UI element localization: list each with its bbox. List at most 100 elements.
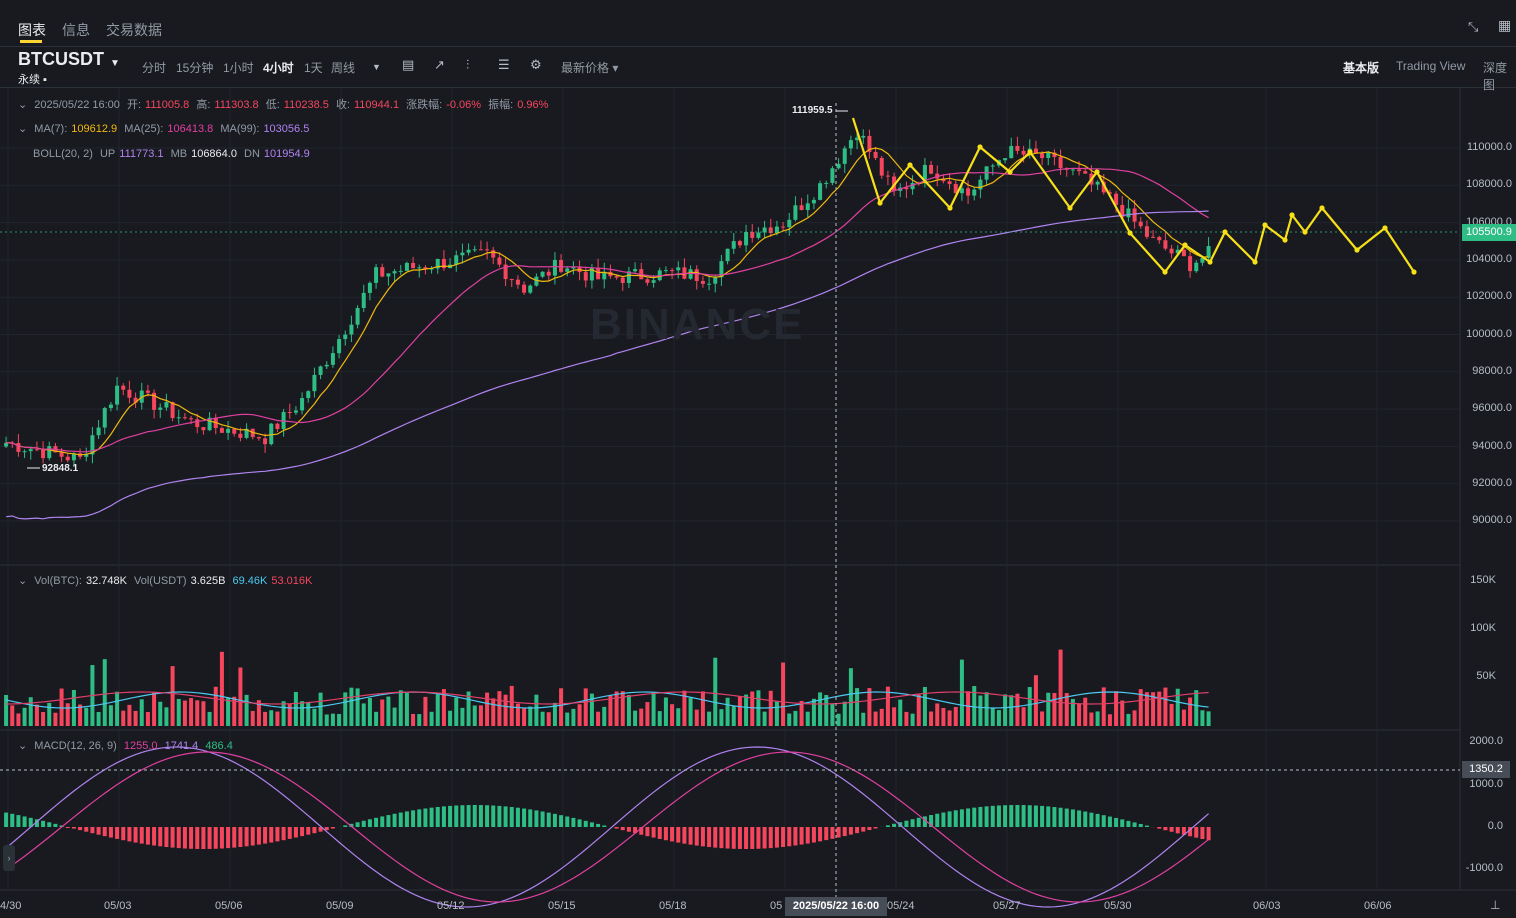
macd-histogram-bar xyxy=(1157,827,1162,829)
more-intervals-icon[interactable]: ▼ xyxy=(372,62,381,72)
candle-body xyxy=(1144,226,1149,237)
volume-bar xyxy=(503,694,508,726)
macd-histogram-bar xyxy=(115,827,120,839)
candle-body xyxy=(293,410,298,413)
view-tradingview[interactable]: Trading View xyxy=(1396,59,1466,73)
candle-style-icon[interactable]: ⫶ xyxy=(466,57,470,72)
volume-bar xyxy=(1046,692,1051,726)
view-basic[interactable]: 基本版 xyxy=(1343,61,1380,75)
time-axis-label: 06/03 xyxy=(1253,900,1281,912)
zigzag-arrowhead xyxy=(1282,237,1288,243)
volume-bar xyxy=(830,703,835,726)
volume-bar xyxy=(694,709,699,726)
tab-chart[interactable]: 图表 xyxy=(18,22,46,38)
volume-axis-label: 100K xyxy=(1470,622,1496,634)
interval-15m[interactable]: 15分钟 xyxy=(176,61,214,75)
candle-body xyxy=(133,397,138,403)
volume-bar xyxy=(953,707,958,726)
volume-bar xyxy=(781,662,786,726)
macd-histogram-bar xyxy=(1126,820,1131,827)
symbol-name[interactable]: BTCUSDT xyxy=(18,49,104,69)
macd-histogram-bar xyxy=(663,827,668,841)
macd-histogram-bar xyxy=(497,805,502,827)
tab-info[interactable]: 信息 xyxy=(62,22,90,38)
candle-body xyxy=(522,284,527,293)
macd-histogram-bar xyxy=(651,827,656,838)
volume-bar xyxy=(1052,692,1057,726)
interval-1h[interactable]: 1小时 xyxy=(223,61,254,75)
candle-body xyxy=(145,390,150,393)
candle-body xyxy=(768,227,773,234)
volume-bar xyxy=(59,688,64,726)
collapse-icon[interactable]: ⤡ xyxy=(1468,19,1479,34)
layout-icon[interactable]: ☰ xyxy=(498,57,510,72)
candle-body xyxy=(1058,157,1063,169)
volume-ma-line xyxy=(6,691,1209,705)
volume-bar xyxy=(608,695,613,726)
macd-histogram-bar xyxy=(454,805,459,827)
tab-trade-data[interactable]: 交易数据 xyxy=(106,22,162,38)
calendar-icon[interactable]: ▤ xyxy=(402,57,415,72)
volume-bar xyxy=(922,687,927,726)
macd-histogram-bar xyxy=(1052,807,1057,827)
price-axis-label: 92000.0 xyxy=(1472,477,1512,489)
candlestick-chart[interactable] xyxy=(0,88,1516,918)
scale-settings-icon[interactable]: ⊥ xyxy=(1490,898,1501,912)
symbol-dropdown-icon[interactable]: ▼ xyxy=(110,58,120,69)
volume-bar xyxy=(509,685,514,726)
macd-histogram-bar xyxy=(694,827,699,846)
macd-histogram-bar xyxy=(330,827,335,829)
volume-bar xyxy=(966,691,971,726)
candle-body xyxy=(195,419,200,428)
volume-bar xyxy=(404,692,409,726)
candle-body xyxy=(386,273,391,277)
interval-time[interactable]: 分时 xyxy=(142,61,167,75)
macd-histogram-bar xyxy=(189,827,194,849)
indicator-icon[interactable]: ↗ xyxy=(434,57,445,72)
interval-4h[interactable]: 4小时 xyxy=(263,61,294,75)
candle-body xyxy=(417,267,422,269)
macd-histogram-bar xyxy=(713,827,718,848)
expand-panel-icon[interactable]: › xyxy=(3,845,15,871)
time-axis-label: 05/15 xyxy=(548,900,576,912)
candle-body xyxy=(774,226,779,234)
interval-1w[interactable]: 周线 xyxy=(331,61,356,75)
price-axis-label: 90000.0 xyxy=(1472,514,1512,526)
candle-body xyxy=(423,267,428,270)
candle-body xyxy=(226,428,231,433)
candle-body xyxy=(1021,150,1026,155)
view-depth[interactable]: 深度图 xyxy=(1483,61,1508,92)
volume-bar xyxy=(361,703,366,726)
macd-histogram-bar xyxy=(478,805,483,827)
volume-bar xyxy=(1107,714,1112,726)
macd-histogram-bar xyxy=(528,809,533,827)
candle-body xyxy=(818,183,823,200)
macd-histogram-bar xyxy=(978,806,983,827)
volume-bar xyxy=(158,701,163,726)
candle-body xyxy=(910,182,915,190)
volume-bar xyxy=(207,711,212,726)
time-axis-label: 05/30 xyxy=(1104,900,1132,912)
candle-body xyxy=(929,164,934,174)
volume-bar xyxy=(935,703,940,726)
volume-bar xyxy=(972,686,977,726)
interval-1d[interactable]: 1天 xyxy=(304,61,323,75)
price-axis-label: 100000.0 xyxy=(1466,328,1512,340)
candle-body xyxy=(491,250,496,258)
volume-bar xyxy=(275,711,280,726)
candle-body xyxy=(528,285,533,293)
volume-bar xyxy=(842,701,847,726)
price-type-select[interactable]: 最新价格 ▾ xyxy=(561,61,619,75)
grid-layout-icon[interactable]: ▦ xyxy=(1498,17,1512,33)
macd-histogram-bar xyxy=(127,827,132,842)
macd-histogram-bar xyxy=(355,822,360,827)
volume-bar xyxy=(10,705,15,726)
settings-gear-icon[interactable]: ⚙ xyxy=(530,57,542,72)
macd-histogram-bar xyxy=(1138,823,1143,827)
macd-histogram-bar xyxy=(904,820,909,827)
candle-body xyxy=(830,168,835,183)
macd-histogram-bar xyxy=(670,827,675,842)
price-axis-label: 104000.0 xyxy=(1466,253,1512,265)
volume-bar xyxy=(1058,649,1063,726)
candle-body xyxy=(959,188,964,194)
